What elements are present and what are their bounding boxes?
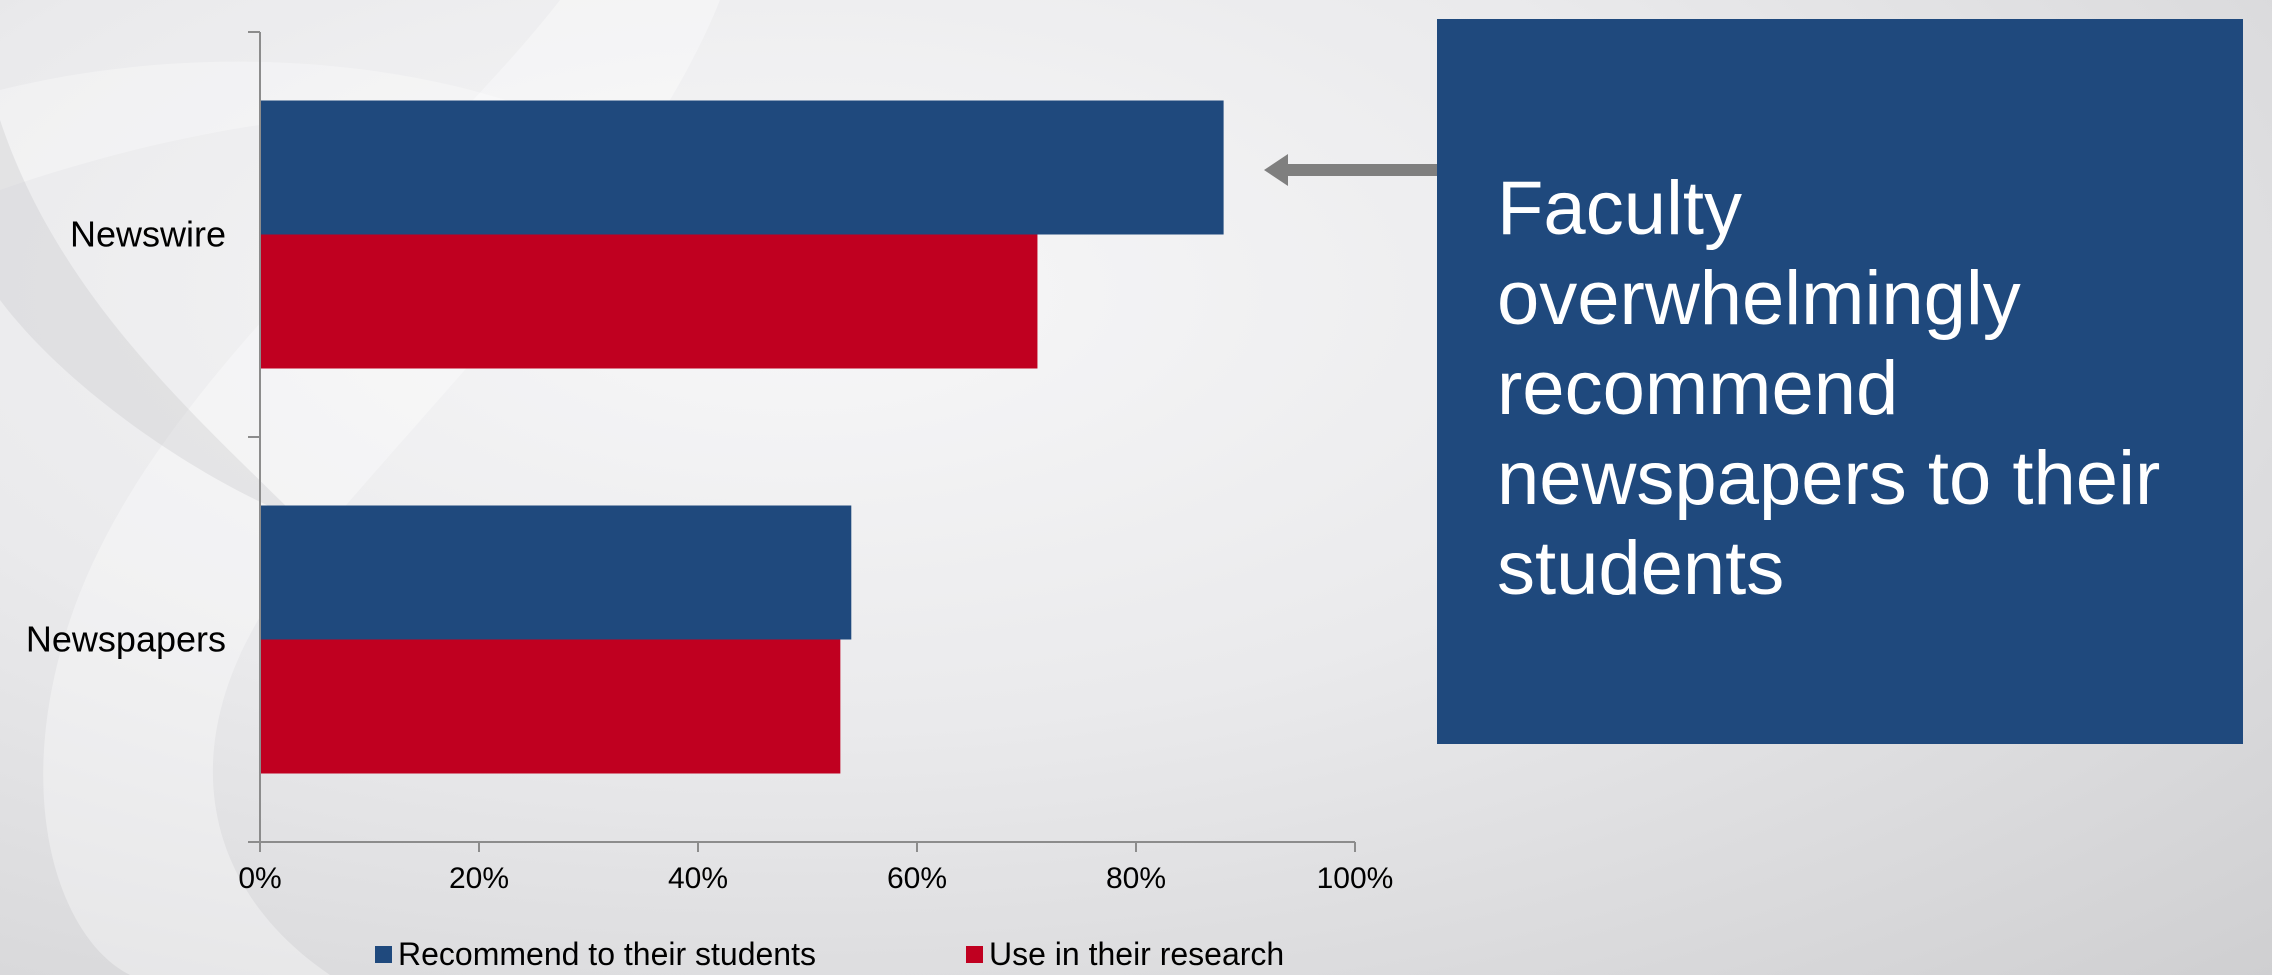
category-label-newspapers: Newspapers (26, 619, 226, 660)
callout-box: Faculty overwhelmingly recommend newspap… (1437, 19, 2243, 744)
legend-swatch-research (965, 945, 983, 963)
bar-newswire-recommend (260, 100, 1224, 235)
legend-item-research: Use in their research (965, 935, 1285, 973)
bar-newspapers-recommend (260, 505, 852, 640)
bar-newspapers-research (260, 639, 841, 774)
arrow-left-icon (1264, 154, 1442, 186)
callout-text: Faculty overwhelmingly recommend newspap… (1497, 166, 2161, 611)
bars-group (260, 100, 1224, 774)
bar-chart: Newswire Newspapers 0% 20% 40% 60% 80% 100% (26, 31, 1393, 896)
labels-group: Newswire Newspapers 0% 20% 40% 60% 80% 100% (26, 214, 1393, 896)
x-tick-label: 60% (887, 862, 947, 895)
bar-newswire-research (260, 234, 1038, 369)
category-label-newswire: Newswire (70, 214, 226, 255)
axes-group (248, 31, 1356, 852)
legend-label-research: Use in their research (988, 935, 1285, 972)
x-tick-label: 80% (1106, 862, 1166, 895)
x-tick-label: 100% (1317, 862, 1394, 895)
x-tick-label: 20% (449, 862, 509, 895)
chart-legend: Recommend to their students Use in their… (375, 934, 1434, 974)
x-tick-label: 40% (668, 862, 728, 895)
legend-item-recommend: Recommend to their students (375, 936, 816, 973)
legend-swatch-recommend (375, 945, 392, 963)
x-tick-label: 0% (238, 862, 281, 895)
legend-label-recommend: Recommend to their students (398, 935, 816, 972)
